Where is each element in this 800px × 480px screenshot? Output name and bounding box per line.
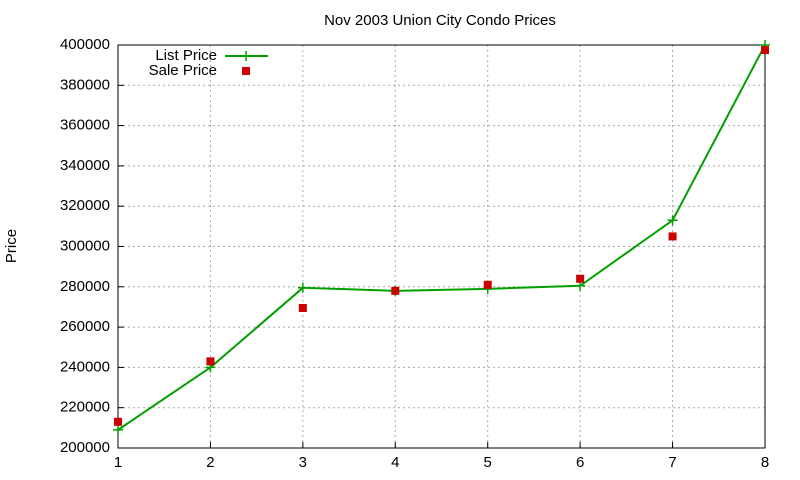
data-point <box>113 424 123 435</box>
data-point <box>761 46 769 55</box>
data-point <box>668 232 677 241</box>
y-tick-label: 260000 <box>60 318 110 335</box>
y-tick-label: 200000 <box>60 439 110 456</box>
data-point <box>667 215 678 226</box>
y-tick-label: 360000 <box>60 117 110 134</box>
data-point <box>206 357 215 366</box>
x-tick-label: 1 <box>114 454 122 471</box>
data-point <box>298 303 307 312</box>
x-tick-label: 4 <box>391 454 399 471</box>
y-tick-label: 220000 <box>60 399 110 416</box>
x-tick-label: 7 <box>668 454 676 471</box>
legend-marker <box>242 67 250 75</box>
y-tick-label: 240000 <box>60 358 110 375</box>
y-tick-label: 280000 <box>60 278 110 295</box>
x-tick-label: 8 <box>761 454 769 471</box>
y-tick-label: 320000 <box>60 197 110 214</box>
x-tick-label: 6 <box>576 454 584 471</box>
x-tick-label: 5 <box>484 454 492 471</box>
y-tick-label: 340000 <box>60 157 110 174</box>
legend-marker <box>241 51 251 61</box>
data-point <box>297 282 308 293</box>
x-tick-label: 2 <box>206 454 214 471</box>
x-tick-label: 3 <box>299 454 307 471</box>
y-tick-label: 300000 <box>60 237 110 254</box>
data-point <box>391 286 400 295</box>
chart-title: Nov 2003 Union City Condo Prices <box>324 12 556 29</box>
data-point <box>114 417 122 426</box>
plot-frame <box>117 44 766 449</box>
y-tick-label: 380000 <box>60 76 110 93</box>
y-axis-label: Price <box>3 229 20 263</box>
series-line <box>117 44 766 431</box>
data-point <box>576 274 585 283</box>
y-tick-label: 400000 <box>60 36 110 53</box>
legend-label: Sale Price <box>149 62 217 79</box>
legend-label: List Price <box>155 47 217 64</box>
data-point <box>483 280 492 289</box>
